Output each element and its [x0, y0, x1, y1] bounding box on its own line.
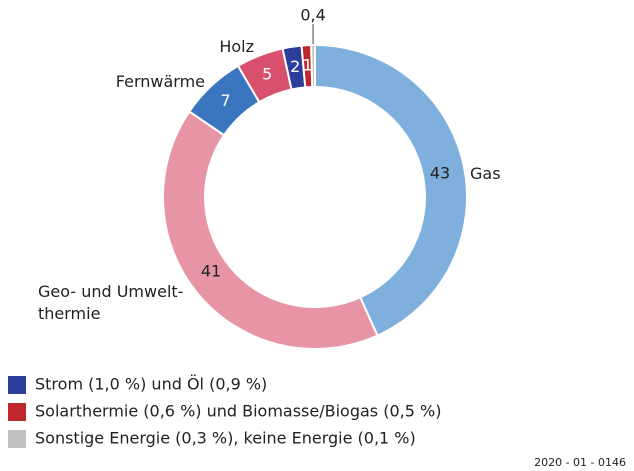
- slice: [314, 43, 468, 337]
- legend-label: Strom (1,0 %) und Öl (0,9 %): [35, 375, 267, 394]
- footnote: 2020 - 01 - 0146: [534, 456, 626, 469]
- value-label: 2: [290, 57, 300, 76]
- slice: [310, 43, 316, 89]
- value-label: 5: [262, 65, 272, 84]
- value-label: 41: [201, 262, 221, 281]
- legend-swatch: [8, 430, 26, 448]
- category-label: Geo- und Umwelt-thermie: [38, 282, 183, 323]
- value-label: 43: [430, 164, 450, 183]
- category-label: Gas: [470, 164, 501, 183]
- legend-swatch: [8, 403, 26, 421]
- slice: [162, 110, 379, 350]
- category-label: Fernwärme: [116, 72, 205, 91]
- legend-label: Sonstige Energie (0,3 %), keine Energie …: [35, 429, 416, 448]
- category-label: Holz: [219, 37, 254, 56]
- value-label: 0,4: [300, 6, 325, 25]
- legend-label: Solarthermie (0,6 %) und Biomasse/Biogas…: [35, 402, 441, 421]
- value-label: 7: [220, 91, 230, 110]
- value-label: 1: [302, 56, 312, 75]
- legend-swatch: [8, 376, 26, 394]
